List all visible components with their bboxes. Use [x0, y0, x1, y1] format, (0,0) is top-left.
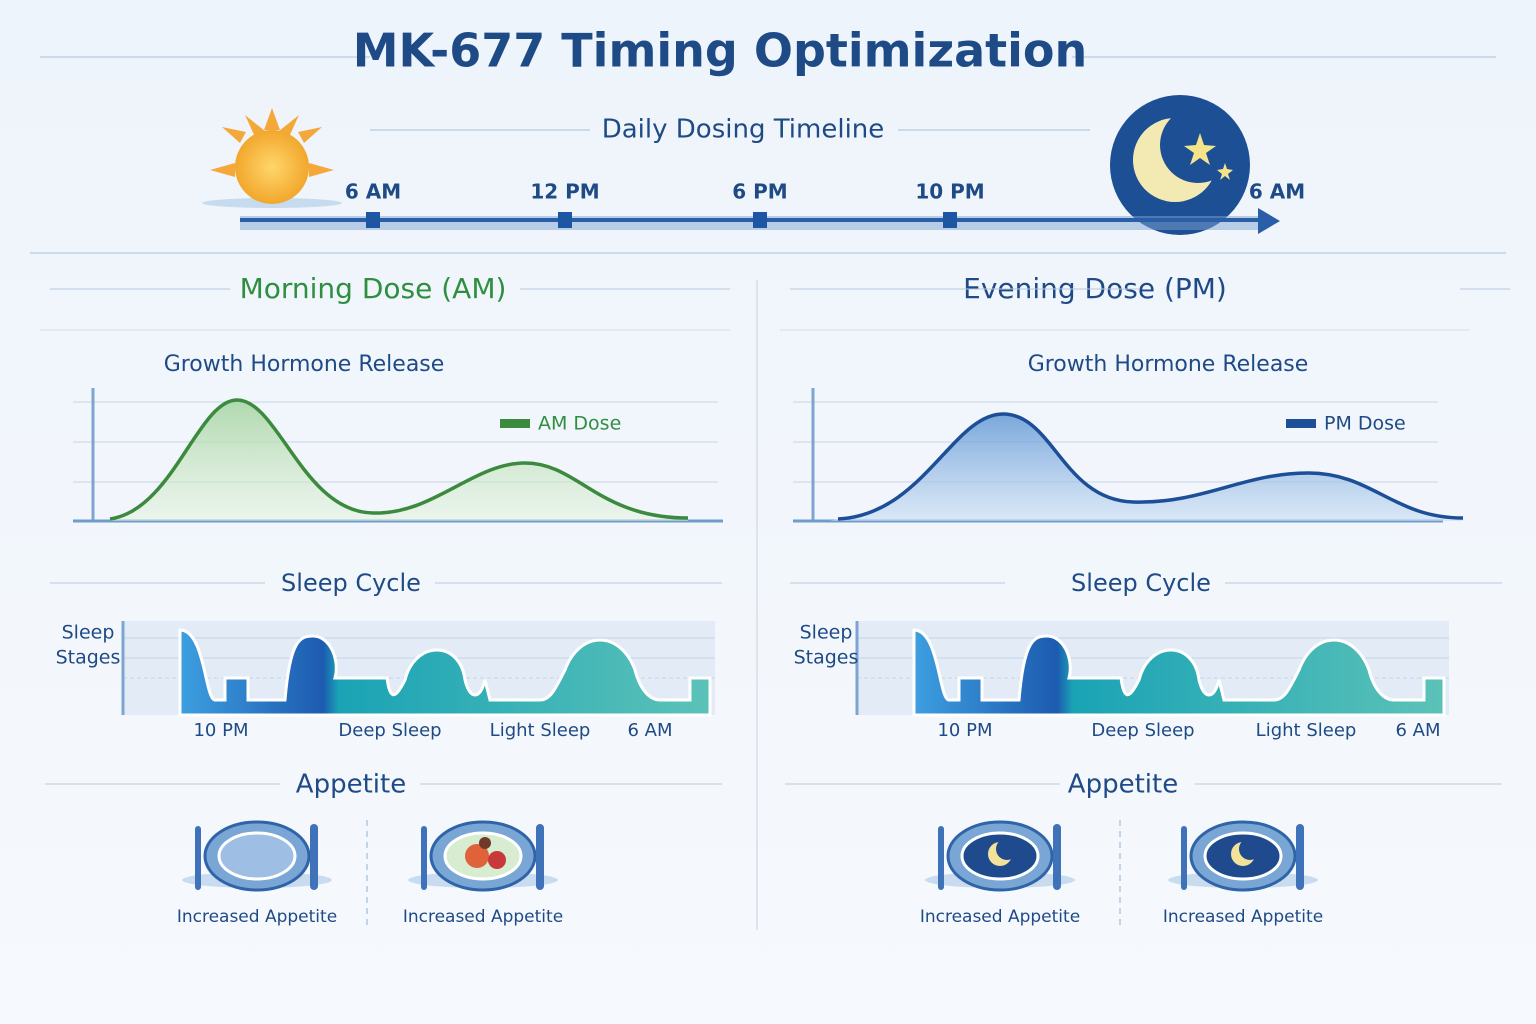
fork: [938, 826, 944, 890]
sleep-wave: [912, 628, 1446, 717]
appetite-label: Increased Appetite: [177, 907, 337, 927]
plate-icon: [925, 820, 1075, 892]
sleep-axis-label: Sleep: [800, 622, 853, 644]
main-title: MK-677 Timing Optimization: [353, 24, 1088, 78]
section-title: Sleep Cycle: [1071, 569, 1211, 597]
section-title: Appetite: [296, 770, 406, 800]
appetite-label: Increased Appetite: [1163, 907, 1323, 927]
panel-title: Morning Dose (AM): [240, 272, 507, 305]
sleep-wave: [178, 628, 712, 717]
chart-title: Growth Hormone Release: [164, 352, 445, 377]
sleep-axis-label: Stages: [56, 647, 121, 669]
sleep-label: 6 AM: [627, 720, 672, 741]
sleep-label: 10 PM: [193, 720, 248, 741]
moon-cut: [996, 838, 1018, 860]
sleep-label: Light Sleep: [1256, 720, 1357, 741]
food: [479, 837, 491, 849]
knife: [310, 824, 318, 890]
knife: [536, 824, 544, 890]
timeline-label: 6 AM: [345, 180, 401, 204]
plate-icon: [182, 820, 332, 892]
fork: [195, 826, 201, 890]
legend-label: PM Dose: [1324, 413, 1406, 435]
timeline-tick: [753, 212, 767, 228]
section-title: Appetite: [1068, 770, 1178, 800]
food: [465, 844, 489, 868]
sleep-axis-label: Sleep: [62, 622, 115, 644]
legend-swatch: [500, 419, 530, 428]
legend-label: AM Dose: [538, 413, 621, 435]
curve-line: [109, 398, 689, 521]
fork: [421, 826, 427, 890]
plate-inner: [217, 831, 297, 881]
sleep-label: 6 AM: [1395, 720, 1440, 741]
curve-line: [837, 412, 1464, 521]
timeline-tick: [943, 212, 957, 228]
moon-icon: [1110, 95, 1250, 235]
sleep-label: Deep Sleep: [1091, 720, 1194, 741]
sleep-label: Deep Sleep: [338, 720, 441, 741]
timeline-label: 12 PM: [530, 180, 599, 204]
timeline-title: Daily Dosing Timeline: [602, 115, 885, 145]
food: [488, 851, 506, 869]
timeline-axis: [240, 208, 1280, 234]
chart-title: Growth Hormone Release: [1028, 352, 1309, 377]
timeline-tick: [366, 212, 380, 228]
timeline-label: 10 PM: [915, 180, 984, 204]
curve-fill: [110, 400, 688, 521]
decor-lines: [30, 56, 1506, 930]
knife: [1053, 824, 1061, 890]
sleep-label: Light Sleep: [490, 720, 591, 741]
fork: [1181, 826, 1187, 890]
plate-icon: [1168, 820, 1318, 892]
timeline-label: 6 PM: [732, 180, 787, 204]
timeline-tick: [558, 212, 572, 228]
moon-cut: [1239, 838, 1261, 860]
sleep-label: 10 PM: [937, 720, 992, 741]
section-title: Sleep Cycle: [281, 569, 421, 597]
knife: [1296, 824, 1304, 890]
plate-icon: [408, 820, 558, 892]
legend-swatch: [1286, 419, 1316, 428]
timeline-label: 6 AM: [1249, 180, 1305, 204]
curve-fill: [830, 414, 1463, 521]
sun-icon: [202, 108, 342, 208]
sleep-axis-label: Stages: [794, 647, 859, 669]
appetite-label: Increased Appetite: [403, 907, 563, 927]
appetite-label: Increased Appetite: [920, 907, 1080, 927]
